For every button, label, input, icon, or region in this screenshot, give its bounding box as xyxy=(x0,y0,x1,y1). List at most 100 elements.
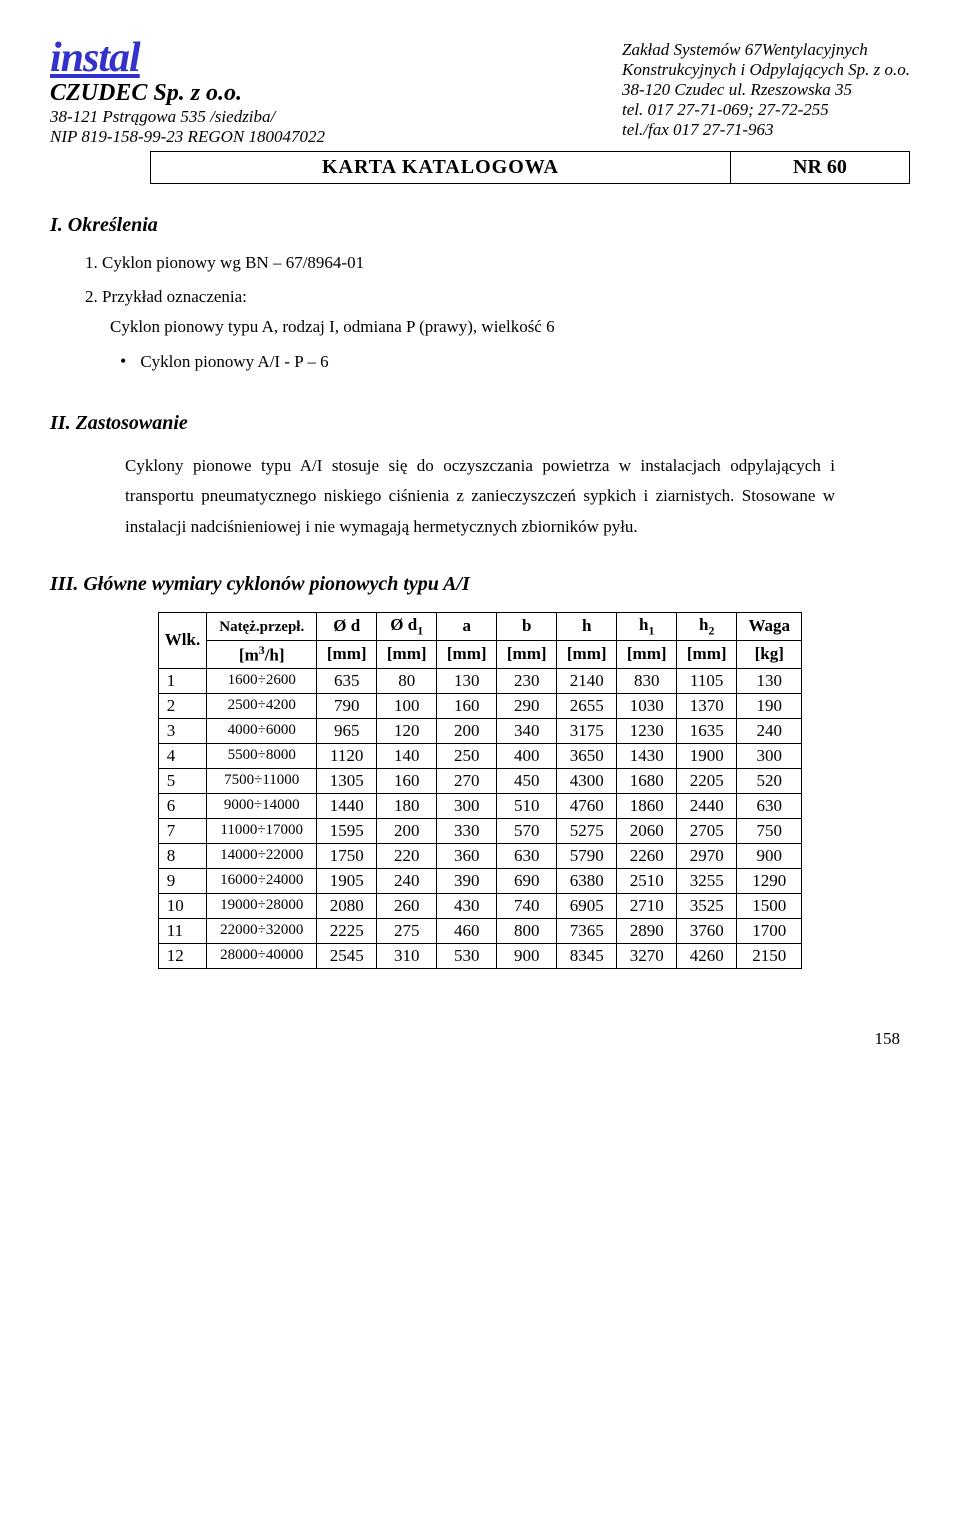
cell-11-3: 310 xyxy=(377,943,437,968)
cell-1-6: 2655 xyxy=(557,693,617,718)
cell-8-4: 390 xyxy=(437,868,497,893)
cell-6-5: 570 xyxy=(497,818,557,843)
cell-0-4: 130 xyxy=(437,668,497,693)
cell-9-3: 260 xyxy=(377,893,437,918)
karta-title: KARTA KATALOGOWA xyxy=(151,151,731,183)
page-number: 158 xyxy=(50,1029,910,1049)
cell-7-1: 14000÷22000 xyxy=(207,843,317,868)
cell-4-3: 160 xyxy=(377,768,437,793)
karta-title-box: KARTA KATALOGOWA NR 60 xyxy=(150,151,910,184)
thu-9: [kg] xyxy=(737,640,802,668)
right-line-2: Konstrukcyjnych i Odpylających Sp. z o.o… xyxy=(622,60,910,79)
cell-11-2: 2545 xyxy=(317,943,377,968)
cell-7-7: 2260 xyxy=(617,843,677,868)
cell-11-6: 8345 xyxy=(557,943,617,968)
cell-3-5: 400 xyxy=(497,743,557,768)
cell-3-6: 3650 xyxy=(557,743,617,768)
cell-5-9: 630 xyxy=(737,793,802,818)
cell-2-8: 1635 xyxy=(677,718,737,743)
cell-5-5: 510 xyxy=(497,793,557,818)
cell-6-7: 2060 xyxy=(617,818,677,843)
item-2-bullet-text: Cyklon pionowy A/I - P – 6 xyxy=(140,352,328,371)
cell-2-1: 4000÷6000 xyxy=(207,718,317,743)
cell-1-2: 790 xyxy=(317,693,377,718)
cell-0-5: 230 xyxy=(497,668,557,693)
cell-4-0: 5 xyxy=(158,768,206,793)
cell-5-6: 4760 xyxy=(557,793,617,818)
th-4: a xyxy=(437,612,497,640)
cell-2-6: 3175 xyxy=(557,718,617,743)
cell-2-2: 965 xyxy=(317,718,377,743)
cell-0-8: 1105 xyxy=(677,668,737,693)
th-6: h xyxy=(557,612,617,640)
cell-9-5: 740 xyxy=(497,893,557,918)
cell-1-9: 190 xyxy=(737,693,802,718)
cell-1-7: 1030 xyxy=(617,693,677,718)
right-line-4: tel. 017 27-71-069; 27-72-255 xyxy=(622,100,829,119)
cell-1-0: 2 xyxy=(158,693,206,718)
th-9: Waga xyxy=(737,612,802,640)
cell-0-7: 830 xyxy=(617,668,677,693)
cell-6-0: 7 xyxy=(158,818,206,843)
logo-instal: instal xyxy=(50,40,140,78)
cell-4-5: 450 xyxy=(497,768,557,793)
thu-3: [mm] xyxy=(377,640,437,668)
address-left-1: 38-121 Pstrągowa 535 /siedziba/ xyxy=(50,107,275,126)
cell-6-3: 200 xyxy=(377,818,437,843)
cell-9-8: 3525 xyxy=(677,893,737,918)
cell-1-4: 160 xyxy=(437,693,497,718)
th-1: Natęż.przepł. xyxy=(207,612,317,640)
th-3: Ø d1 xyxy=(377,612,437,640)
cell-9-9: 1500 xyxy=(737,893,802,918)
cell-10-3: 275 xyxy=(377,918,437,943)
dimensions-table: Wlk.Natęż.przepł.Ø dØ d1abhh1h2Waga[m3/h… xyxy=(158,612,802,969)
th-7: h1 xyxy=(617,612,677,640)
cell-3-0: 4 xyxy=(158,743,206,768)
cell-3-8: 1900 xyxy=(677,743,737,768)
cell-2-9: 240 xyxy=(737,718,802,743)
cell-7-2: 1750 xyxy=(317,843,377,868)
cell-10-9: 1700 xyxy=(737,918,802,943)
th-0: Wlk. xyxy=(158,612,206,668)
cell-4-9: 520 xyxy=(737,768,802,793)
thu-1: [m3/h] xyxy=(207,640,317,668)
cell-6-4: 330 xyxy=(437,818,497,843)
cell-2-3: 120 xyxy=(377,718,437,743)
cell-10-2: 2225 xyxy=(317,918,377,943)
cell-1-1: 2500÷4200 xyxy=(207,693,317,718)
cell-9-0: 10 xyxy=(158,893,206,918)
cell-5-1: 9000÷14000 xyxy=(207,793,317,818)
cell-4-7: 1680 xyxy=(617,768,677,793)
section-1-list: 1. Cyklon pionowy wg BN – 67/8964-01 2. … xyxy=(85,253,910,372)
cell-11-4: 530 xyxy=(437,943,497,968)
letterhead-left: instal CZUDEC Sp. z o.o. 38-121 Pstrągow… xyxy=(50,40,325,147)
cell-11-9: 2150 xyxy=(737,943,802,968)
cell-3-9: 300 xyxy=(737,743,802,768)
cell-4-4: 270 xyxy=(437,768,497,793)
cell-5-3: 180 xyxy=(377,793,437,818)
cell-9-7: 2710 xyxy=(617,893,677,918)
cell-6-1: 11000÷17000 xyxy=(207,818,317,843)
item-2-sub: Cyklon pionowy typu A, rodzaj I, odmiana… xyxy=(110,317,910,337)
cell-0-3: 80 xyxy=(377,668,437,693)
cell-11-1: 28000÷40000 xyxy=(207,943,317,968)
cell-5-7: 1860 xyxy=(617,793,677,818)
item-2: 2. Przykład oznaczenia: Cyklon pionowy t… xyxy=(85,287,910,337)
cell-2-7: 1230 xyxy=(617,718,677,743)
cell-4-1: 7500÷11000 xyxy=(207,768,317,793)
right-line-5: tel./fax 017 27-71-963 xyxy=(622,120,774,139)
cell-7-5: 630 xyxy=(497,843,557,868)
th-8: h2 xyxy=(677,612,737,640)
cell-5-2: 1440 xyxy=(317,793,377,818)
cell-4-2: 1305 xyxy=(317,768,377,793)
cell-8-3: 240 xyxy=(377,868,437,893)
cell-4-6: 4300 xyxy=(557,768,617,793)
cell-3-7: 1430 xyxy=(617,743,677,768)
cell-8-2: 1905 xyxy=(317,868,377,893)
cell-9-4: 430 xyxy=(437,893,497,918)
cell-1-8: 1370 xyxy=(677,693,737,718)
cell-8-6: 6380 xyxy=(557,868,617,893)
section-1-heading: I. Określenia xyxy=(50,214,910,237)
cell-8-8: 3255 xyxy=(677,868,737,893)
cell-3-1: 5500÷8000 xyxy=(207,743,317,768)
